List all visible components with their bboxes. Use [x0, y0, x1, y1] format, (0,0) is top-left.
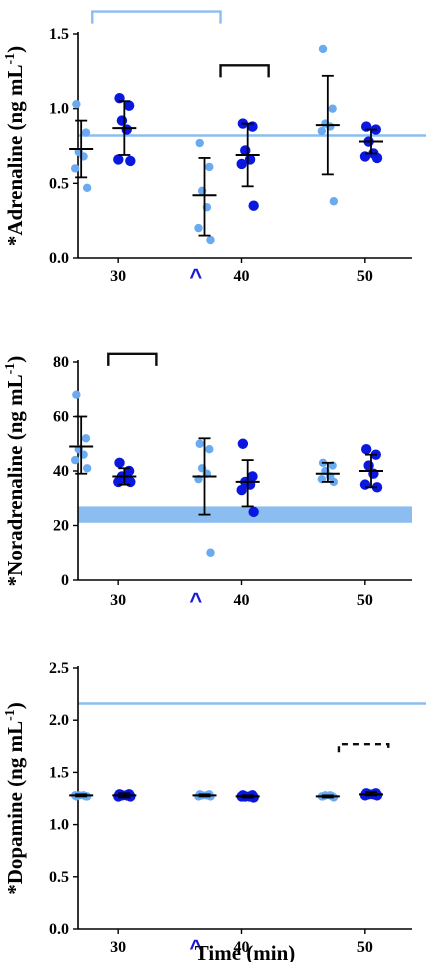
noradrenaline-ytick-label: 40 [53, 463, 69, 480]
adrenaline-light-point [194, 223, 203, 233]
dopamine-significance-bracket [337, 743, 390, 753]
noradrenaline-y-axis-label: *Noradrenaline (ng mL-1) [3, 356, 27, 587]
noradrenaline-light-point [82, 464, 92, 473]
noradrenaline-xtick-label: 50 [357, 592, 373, 609]
adrenaline-light-point [328, 104, 337, 113]
noradrenaline-ytick-label: 0 [61, 572, 69, 589]
adrenaline-ytick-label: 0.5 [49, 175, 69, 192]
dopamine-x-axis-label: Time (min) [195, 941, 296, 962]
dopamine-ytick-label: 0.5 [49, 869, 69, 886]
noradrenaline-significance-bracket [107, 352, 158, 366]
adrenaline-significance-bracket [91, 10, 222, 24]
noradrenaline-light-point [206, 548, 215, 557]
noradrenaline-light-point [70, 455, 80, 465]
adrenaline-dark-point [121, 124, 132, 135]
dopamine-ytick-label: 1.5 [49, 764, 69, 781]
adrenaline-light-point [81, 128, 91, 137]
dopamine-ytick-label: 2.0 [49, 712, 69, 729]
adrenaline-light-point [82, 183, 92, 193]
adrenaline-light-point [72, 99, 81, 109]
dopamine-y-axis-label: *Dopamine (ng mL-1) [3, 702, 27, 895]
noradrenaline-dark-point [237, 438, 249, 449]
noradrenaline-dark-point [247, 471, 258, 482]
adrenaline-light-point [205, 162, 214, 172]
noradrenaline-dark-point [361, 444, 372, 455]
adrenaline-caret-marker: ^ [189, 264, 202, 289]
noradrenaline-ytick-label: 80 [53, 354, 69, 371]
dopamine-ytick-label: 2.5 [49, 660, 69, 677]
adrenaline-ytick-label: 1.0 [49, 101, 69, 118]
dopamine-xtick-label: 50 [357, 939, 373, 956]
adrenaline-dark-point [236, 158, 247, 170]
noradrenaline-xtick-label: 30 [110, 592, 126, 609]
noradrenaline-dark-point [113, 476, 124, 488]
noradrenaline-panel: 0 20 40 60 80 30 40 50 ^ *Noradrenaline (ng mL-1) [3, 352, 412, 613]
adrenaline-significance-bracket [219, 64, 270, 78]
noradrenaline-reference-band [78, 506, 412, 523]
noradrenaline-dark-point [114, 457, 125, 469]
adrenaline-xtick-label: 30 [110, 268, 126, 285]
noradrenaline-dark-point [125, 476, 136, 488]
dopamine-xtick-label: 40 [234, 939, 250, 956]
dopamine-panel: 0.0 0.5 1.0 1.5 2.0 2.5 30 40 50 ^ *Dopamine (ng m… [3, 660, 426, 962]
noradrenaline-xtick-label: 40 [234, 592, 250, 609]
noradrenaline-ytick-label: 20 [53, 518, 69, 535]
adrenaline-light-point [317, 126, 327, 136]
adrenaline-xtick-label: 50 [357, 268, 373, 285]
adrenaline-ytick-label: 0.0 [49, 250, 69, 267]
adrenaline-dark-point [125, 155, 136, 167]
adrenaline-light-point [206, 235, 215, 245]
noradrenaline-dark-point [248, 506, 259, 518]
adrenaline-dark-point [248, 200, 259, 211]
noradrenaline-caret-marker: ^ [189, 588, 202, 613]
adrenaline-dark-point [371, 152, 383, 164]
noradrenaline-light-point [195, 439, 204, 448]
dopamine-xtick-label: 30 [110, 939, 126, 956]
noradrenaline-light-point [72, 390, 81, 399]
dopamine-ytick-label: 0.0 [49, 921, 69, 938]
adrenaline-xtick-label: 40 [234, 268, 250, 285]
adrenaline-ytick-label: 1.5 [49, 26, 69, 43]
noradrenaline-dark-point [359, 479, 371, 490]
adrenaline-dark-point [116, 115, 128, 126]
adrenaline-light-point [195, 138, 204, 148]
adrenaline-dark-point [113, 154, 124, 165]
adrenaline-y-axis-label: *Adrenaline (ng mL-1) [3, 46, 27, 246]
dopamine-ytick-label: 1.0 [49, 817, 69, 834]
noradrenaline-dark-point [236, 484, 247, 496]
adrenaline-light-point [318, 44, 328, 54]
noradrenaline-light-point [205, 445, 214, 454]
adrenaline-light-point [70, 164, 80, 173]
adrenaline-panel: 0.0 0.5 1.0 1.5 30 40 50 ^ *Adrenaline (ng mL-1) [3, 10, 426, 289]
noradrenaline-light-point [81, 434, 91, 443]
noradrenaline-ytick-label: 60 [53, 409, 69, 426]
dopamine-caret-marker: ^ [189, 935, 202, 960]
adrenaline-dark-point [123, 100, 135, 111]
adrenaline-light-point [329, 197, 339, 206]
